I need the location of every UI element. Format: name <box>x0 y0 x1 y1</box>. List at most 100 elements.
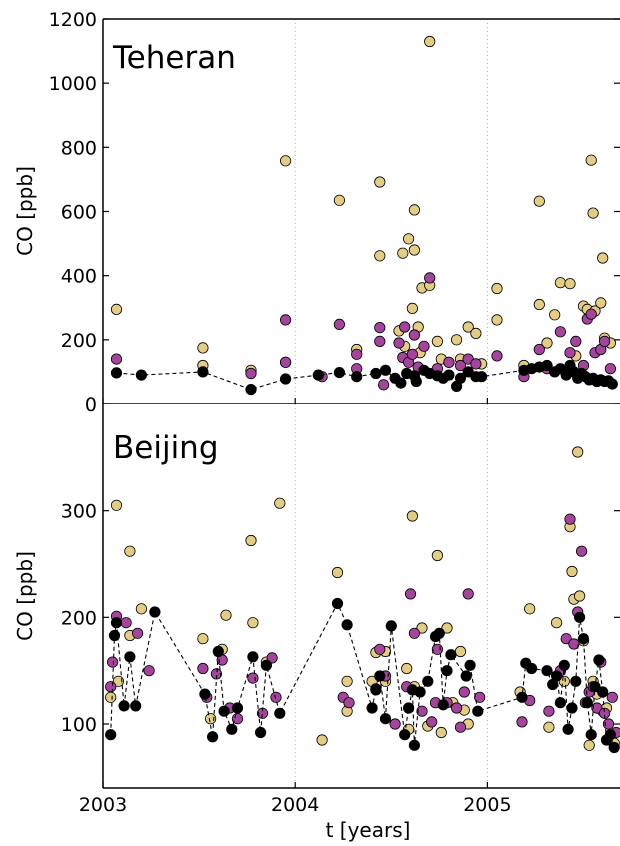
beijing-point-purple-4 <box>132 627 144 639</box>
teheran-ytick-label-3: 600 <box>61 202 97 224</box>
beijing-point-tan-46 <box>583 739 595 751</box>
teheran-point-black-5 <box>312 369 324 381</box>
teheran-title: Teheran <box>112 40 236 76</box>
beijing-point-black-10 <box>218 705 230 717</box>
teheran-point-tan-22 <box>431 335 443 347</box>
beijing-point-black-49 <box>573 611 586 623</box>
beijing-ticks: 100 200 300 2003 2004 2005 <box>61 501 620 816</box>
teheran-ticks: 0 200 400 600 800 1000 1200 <box>49 9 620 416</box>
teheran-point-black-9 <box>379 364 392 376</box>
beijing-point-black-4 <box>124 651 136 663</box>
beijing-point-purple-23 <box>404 588 417 600</box>
teheran-point-tan-43 <box>587 207 599 219</box>
beijing-point-tan-22 <box>401 662 413 675</box>
beijing-title: Beijing <box>113 430 219 466</box>
teheran-ytick-label-6: 1200 <box>49 9 97 31</box>
beijing-point-tan-36 <box>524 603 536 615</box>
beijing-point-purple-1 <box>107 656 119 668</box>
beijing-point-purple-32 <box>458 686 470 698</box>
teheran-point-tan-8 <box>374 176 386 188</box>
beijing-point-purple-3 <box>120 617 132 629</box>
beijing-series-layer <box>105 446 620 754</box>
beijing-point-purple-17 <box>343 697 355 709</box>
beijing-point-purple-21 <box>389 718 401 730</box>
beijing-point-black-52 <box>585 729 597 741</box>
beijing-point-black-16 <box>274 707 286 719</box>
beijing-point-tan-2 <box>112 675 125 687</box>
beijing-panel: 100 200 300 2003 2004 2005 Beijing CO [ppb] t… <box>13 404 620 842</box>
teheran-ytick-label-1: 200 <box>61 330 97 352</box>
teheran-point-black-43 <box>606 378 618 390</box>
teheran-point-black-6 <box>333 366 345 379</box>
beijing-point-black-35 <box>460 670 472 682</box>
beijing-point-tan-9 <box>220 609 232 621</box>
beijing-point-tan-5 <box>135 603 147 615</box>
teheran-point-tan-25 <box>450 334 463 346</box>
beijing-xtick-label-2: 2005 <box>463 794 511 816</box>
beijing-grid <box>294 404 488 788</box>
beijing-point-tan-6 <box>197 633 209 645</box>
beijing-point-tan-28 <box>431 549 443 562</box>
teheran-point-purple-15 <box>406 348 418 360</box>
beijing-point-purple-37 <box>543 705 555 717</box>
beijing-point-black-18 <box>341 619 353 631</box>
beijing-point-tan-26 <box>416 622 428 634</box>
beijing-point-purple-25 <box>416 705 428 717</box>
teheran-ytick-label-2: 400 <box>61 266 97 288</box>
beijing-ytick-label-0: 100 <box>61 714 97 736</box>
beijing-point-tan-37 <box>543 721 555 733</box>
teheran-point-black-7 <box>351 371 363 383</box>
teheran-point-tan-13 <box>402 233 415 245</box>
beijing-point-black-31 <box>433 627 445 639</box>
beijing-point-black-32 <box>437 699 449 711</box>
beijing-point-black-41 <box>541 665 553 677</box>
teheran-ytick-label-5: 1000 <box>49 73 97 95</box>
teheran-point-black-4 <box>279 373 292 385</box>
beijing-point-black-17 <box>331 597 344 610</box>
teheran-point-black-24 <box>475 371 488 383</box>
beijing-point-tan-1 <box>110 499 123 511</box>
teheran-point-purple-24 <box>470 358 482 370</box>
teheran-grid <box>294 19 488 404</box>
beijing-point-purple-14 <box>266 652 278 664</box>
beijing-y-axis-label: CO [ppb] <box>13 551 37 641</box>
x-axis-label: t [years] <box>326 818 411 842</box>
teheran-ytick-label-0: 0 <box>85 394 97 416</box>
teheran-point-tan-6 <box>333 194 345 206</box>
teheran-point-tan-0 <box>110 303 123 315</box>
beijing-point-black-55 <box>597 686 609 698</box>
beijing-point-purple-8 <box>210 668 222 680</box>
teheran-point-black-28 <box>541 359 553 372</box>
teheran-y-axis-label: CO [ppb] <box>13 166 37 256</box>
teheran-point-tan-36 <box>549 309 561 321</box>
teheran-panel: 0 200 400 600 800 1000 1200 Teheran CO [ppb] <box>13 9 620 416</box>
beijing-point-purple-31 <box>454 721 467 733</box>
beijing-point-tan-14 <box>316 734 328 746</box>
beijing-point-black-0 <box>105 729 117 741</box>
teheran-point-black-2 <box>197 366 209 378</box>
beijing-point-black-11 <box>226 723 238 735</box>
teheran-point-tan-35 <box>541 337 553 349</box>
beijing-point-tan-38 <box>550 617 563 629</box>
beijing-point-tan-0 <box>105 691 117 703</box>
beijing-point-tan-13 <box>274 497 286 509</box>
beijing-point-black-57 <box>604 729 617 741</box>
beijing-point-purple-26 <box>426 716 438 728</box>
beijing-ytick-label-2: 300 <box>61 501 97 523</box>
teheran-point-purple-19 <box>424 272 436 284</box>
teheran-point-tan-30 <box>491 282 503 295</box>
teheran-point-purple-37 <box>598 335 611 347</box>
beijing-point-black-28 <box>414 686 426 698</box>
beijing-point-tan-32 <box>454 645 467 658</box>
teheran-point-tan-37 <box>554 277 567 289</box>
teheran-point-black-19 <box>443 369 455 381</box>
beijing-point-black-9 <box>212 645 224 658</box>
beijing-point-tan-16 <box>341 675 353 687</box>
teheran-point-tan-33 <box>533 195 545 207</box>
beijing-point-black-53 <box>589 681 601 693</box>
beijing-point-black-23 <box>385 620 397 632</box>
teheran-point-purple-27 <box>533 343 545 356</box>
beijing-point-black-36 <box>464 659 476 671</box>
teheran-point-purple-31 <box>570 335 582 347</box>
